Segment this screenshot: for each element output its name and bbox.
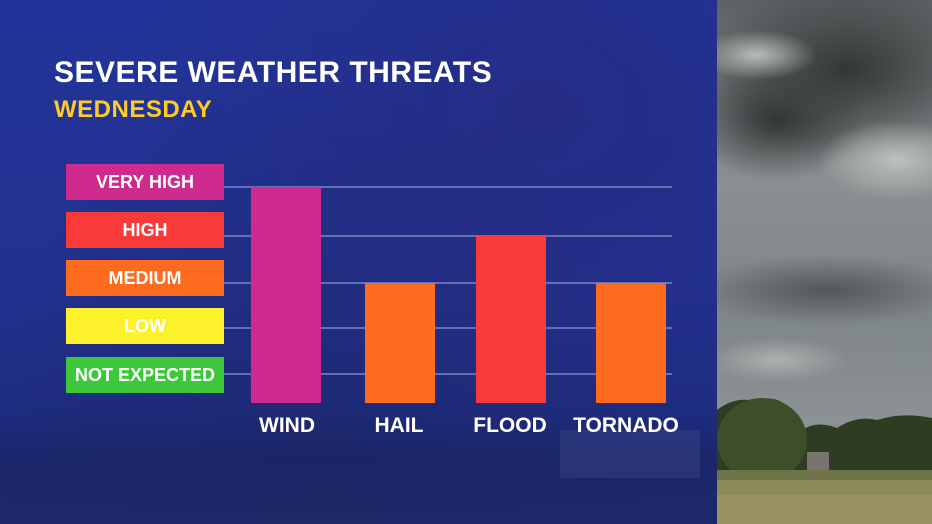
- storm-sky-photo: [717, 0, 932, 524]
- legend-item-low: LOW: [66, 308, 224, 344]
- legend-item-high: HIGH: [66, 212, 224, 248]
- legend-item-not-expected: NOT EXPECTED: [66, 357, 224, 393]
- category-label-tornado: TORNADO: [573, 414, 679, 437]
- bar-wind: [251, 187, 321, 403]
- category-label-hail: HAIL: [375, 414, 424, 437]
- category-label-wind: WIND: [259, 414, 315, 437]
- category-label-flood: FLOOD: [473, 414, 547, 437]
- chart-subtitle: WEDNESDAY: [54, 96, 213, 123]
- threat-bar-chart: WIND HAIL FLOOD TORNADO: [224, 186, 679, 437]
- chart-title: SEVERE WEATHER THREATS: [54, 56, 493, 89]
- background-barn: [560, 430, 700, 478]
- bar-tornado: [596, 283, 666, 403]
- bars: [251, 187, 666, 403]
- category-labels: WIND HAIL FLOOD TORNADO: [259, 414, 679, 437]
- background-horizon: [0, 410, 717, 524]
- legend-item-very-high: VERY HIGH: [66, 164, 224, 200]
- bar-flood: [476, 236, 546, 403]
- legend-item-medium: MEDIUM: [66, 260, 224, 296]
- bar-hail: [365, 283, 435, 403]
